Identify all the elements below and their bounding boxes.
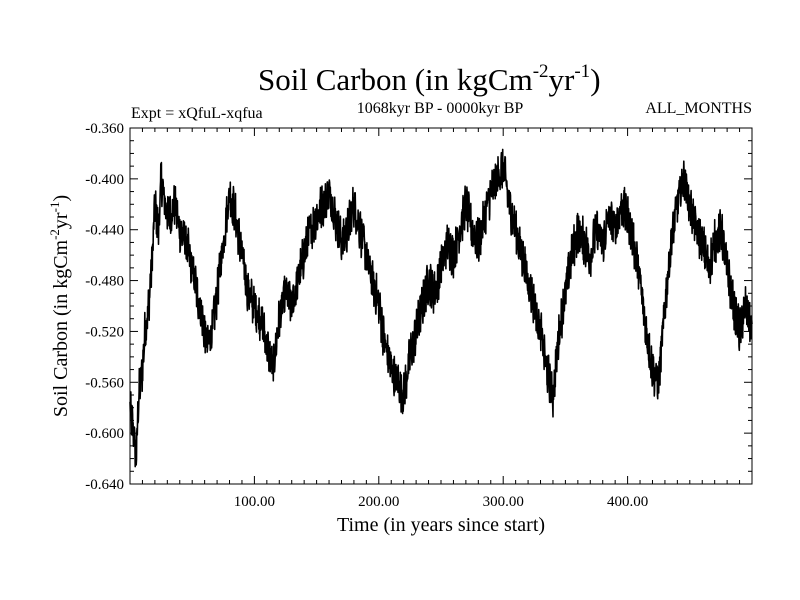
y-axis-label-sup1: -2: [47, 229, 62, 240]
y-axis-label: Soil Carbon (in kgCm-2yr-1): [47, 195, 72, 417]
y-tick-label: -0.520: [85, 324, 124, 340]
y-tick-label: -0.400: [85, 172, 124, 188]
chart-title-mid: yr: [549, 62, 576, 97]
series-line: [129, 148, 753, 468]
x-axis-label: Time (in years since start): [337, 514, 545, 536]
y-axis-ticks: -0.640 -0.600 -0.560 -0.520 -0.480 -0.440 -0.4…: [85, 121, 752, 493]
x-tick-label: 200.00: [358, 494, 399, 510]
y-tick-label: -0.360: [85, 121, 124, 137]
y-axis-label-mid: yr: [50, 212, 72, 229]
chart-title-sup2: -1: [574, 61, 590, 82]
x-tick-label: 400.00: [607, 494, 648, 510]
y-tick-label: -0.440: [85, 223, 124, 239]
y-axis-label-sup2: -1: [47, 202, 62, 213]
y-tick-label: -0.640: [85, 477, 124, 493]
season-label: ALL_MONTHS: [645, 100, 752, 117]
experiment-label: Expt = xQfuL-xqfua: [131, 105, 263, 122]
series-group: [129, 148, 753, 468]
y-tick-label: -0.600: [85, 426, 124, 442]
x-axis-ticks: 100.00 200.00 300.00 400.00: [141, 128, 741, 510]
y-tick-label: -0.560: [85, 375, 124, 391]
chart-title-text: Soil Carbon (in kgCm: [258, 62, 533, 97]
chart-title-close: ): [590, 62, 600, 97]
period-label: 1068kyr BP - 0000kyr BP: [357, 100, 524, 117]
y-axis-label-text: Soil Carbon (in kgCm: [50, 239, 72, 417]
plot-frame: [129, 127, 753, 485]
y-axis-label-close: ): [50, 195, 72, 202]
chart-title-sup1: -2: [533, 61, 549, 82]
x-tick-label: 300.00: [483, 494, 524, 510]
x-tick-label: 100.00: [234, 494, 275, 510]
chart-title: Soil Carbon (in kgCm-2yr-1): [258, 61, 601, 97]
y-tick-label: -0.480: [85, 274, 124, 290]
